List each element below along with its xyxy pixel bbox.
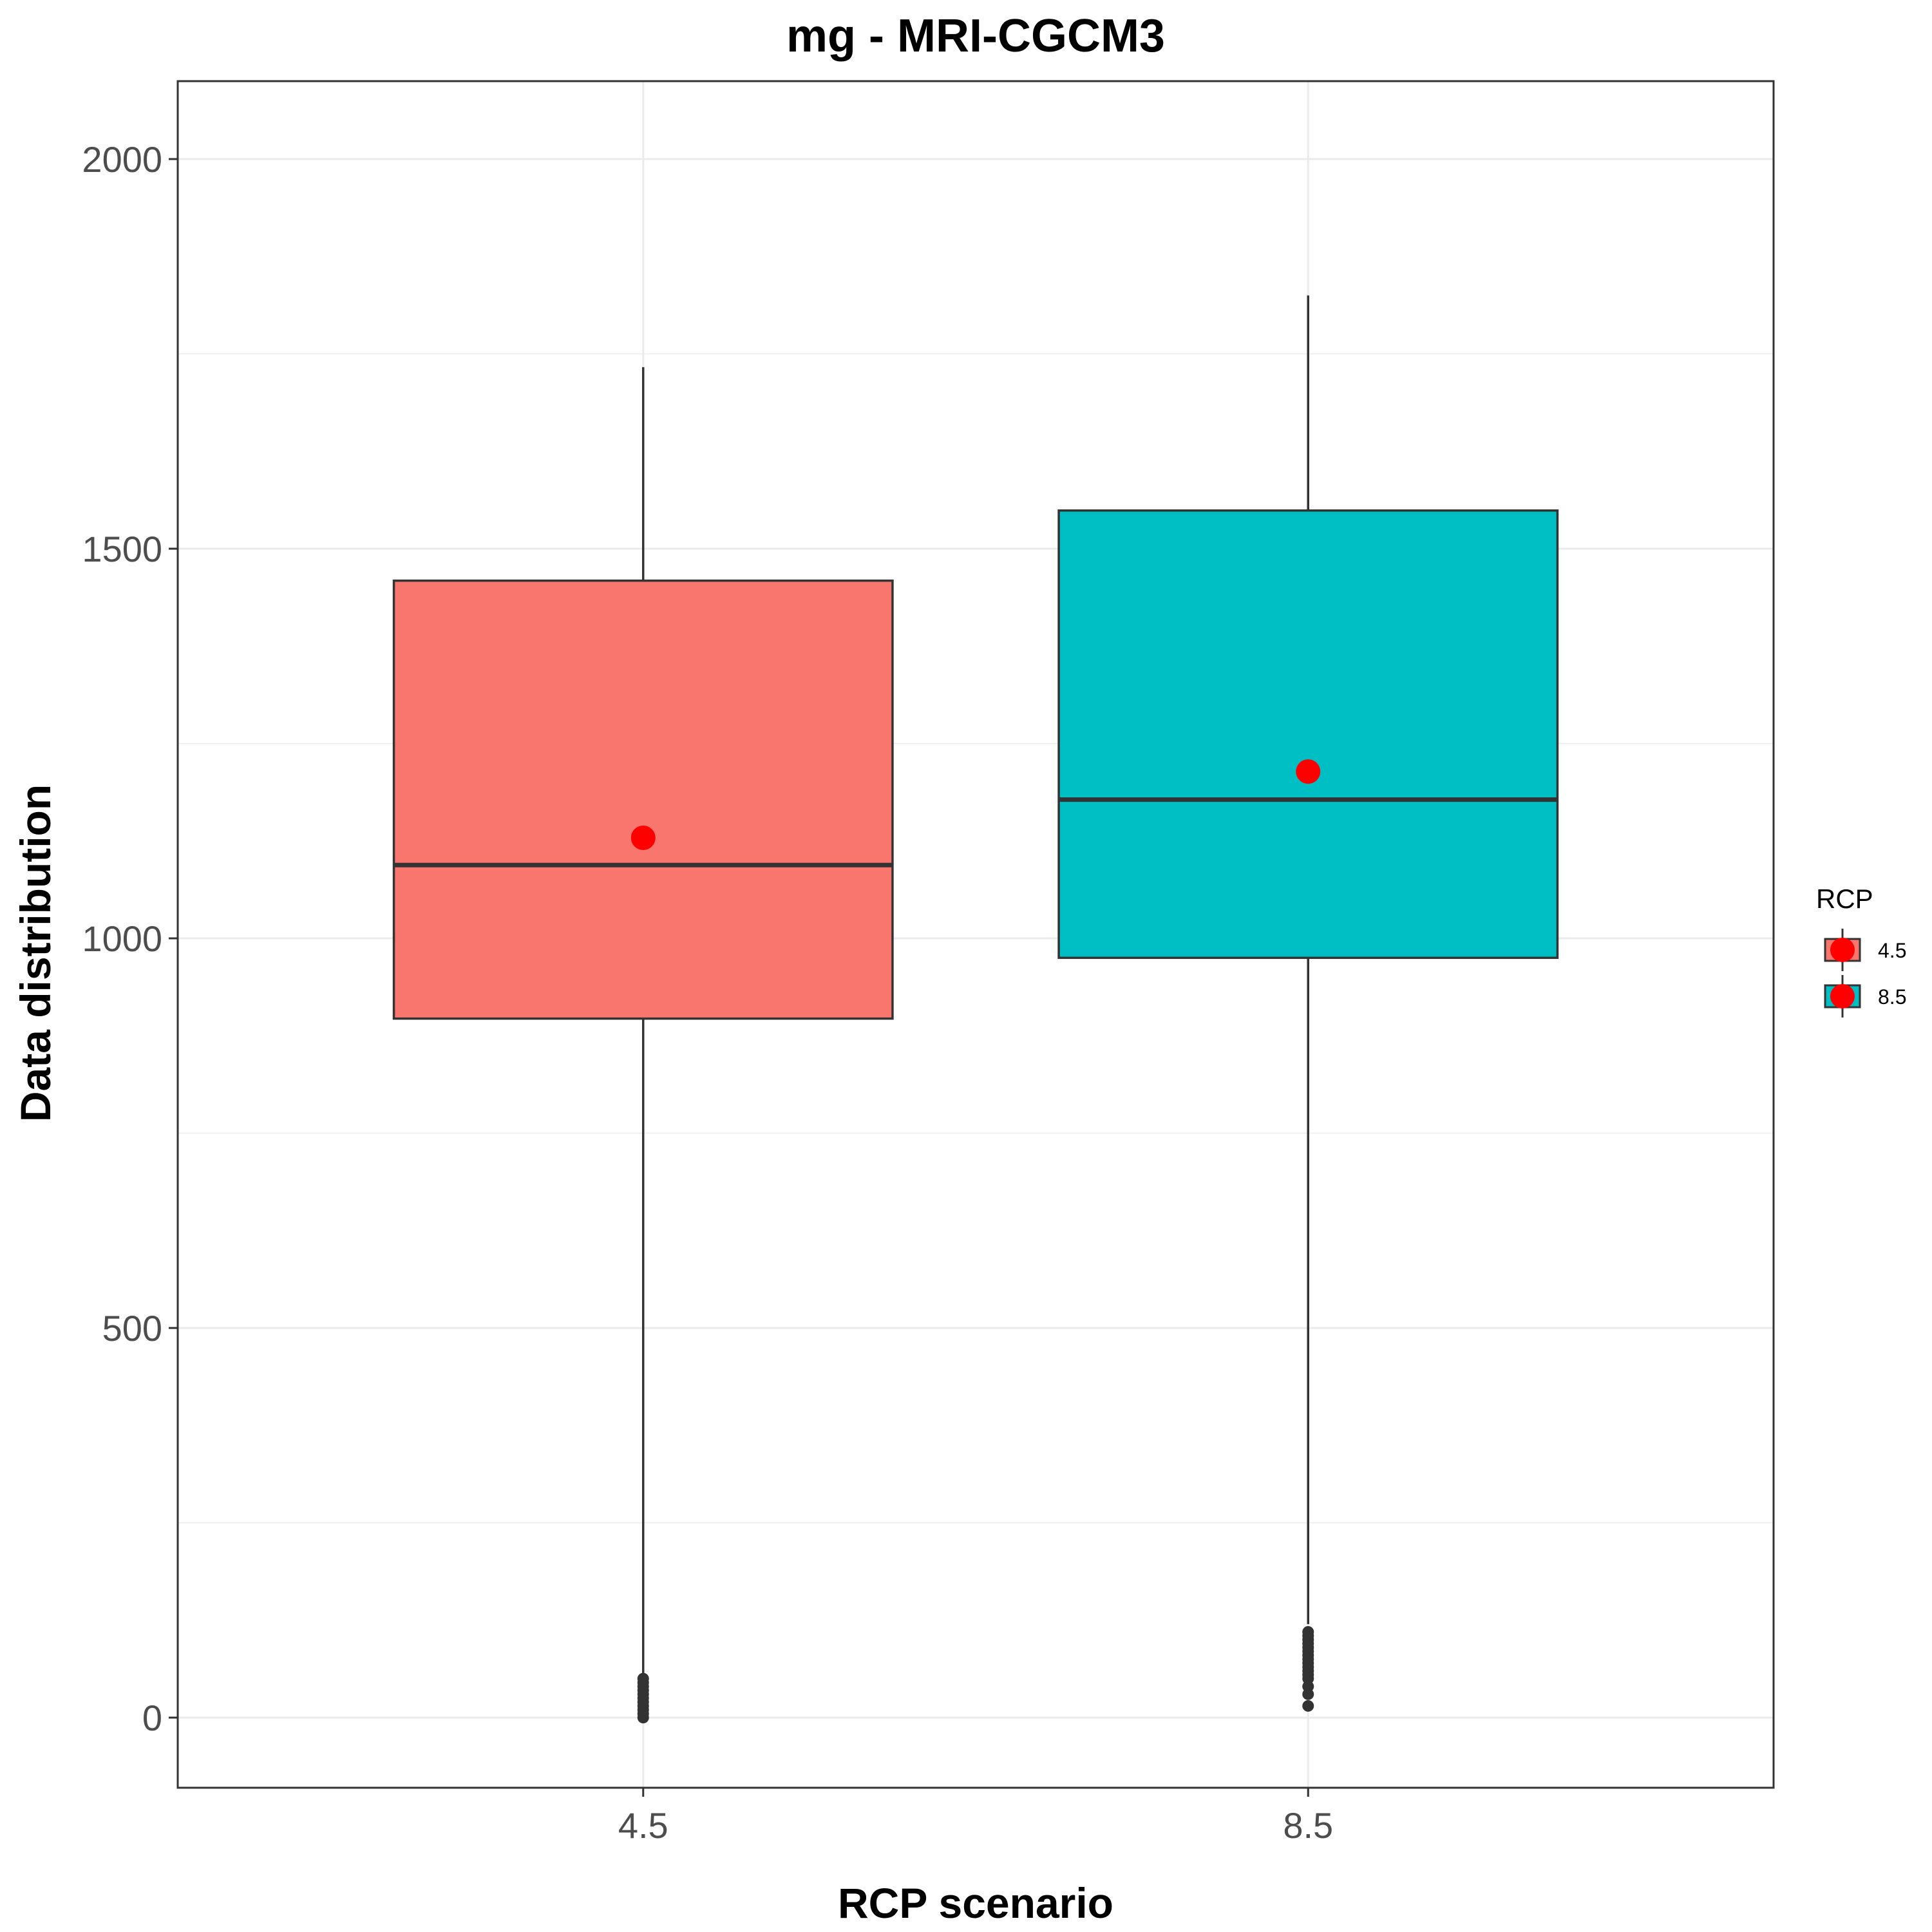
mean-point [630,825,656,850]
legend-label: 4.5 [1878,939,1906,962]
y-tick-label: 500 [102,1308,162,1349]
box-group-8.5 [1057,295,1559,1712]
outlier-point [1302,1700,1314,1712]
y-tick-label: 0 [142,1698,162,1738]
axes-layer: 0 500 1000 1500 2000 4.5 8.5 [82,139,1333,1846]
box-group-4.5 [392,367,894,1724]
chart-title: mg - MRI-CGCM3 [786,10,1165,62]
legend-item-4.5: 4.5 [1824,929,1906,971]
y-tick-label: 1000 [82,918,162,959]
legend-label: 8.5 [1878,985,1906,1009]
legend-item-8.5: 8.5 [1824,975,1906,1018]
x-axis-title: RCP scenario [838,1879,1113,1927]
legend-key-mean-point [1830,938,1855,962]
legend-title: RCP [1816,884,1873,914]
y-tick-label: 1500 [82,529,162,569]
y-axis-title: Data distribution [12,784,59,1122]
legend-key-mean-point [1830,984,1855,1009]
legend-keys: 4.5 8.5 [1824,929,1906,1018]
outlier-point [1302,1625,1314,1638]
panel-border [176,80,1775,1789]
x-tick-label: 4.5 [618,1805,668,1846]
y-tick-label: 2000 [82,139,162,180]
boxes-layer [392,295,1559,1724]
box-4.5 [392,579,894,1020]
legend: RCP 4.5 8.5 [1816,884,1906,1018]
outlier-point [637,1672,649,1685]
box-8.5 [1057,509,1559,960]
mean-point [1296,759,1321,784]
x-tick-label: 8.5 [1283,1805,1333,1846]
